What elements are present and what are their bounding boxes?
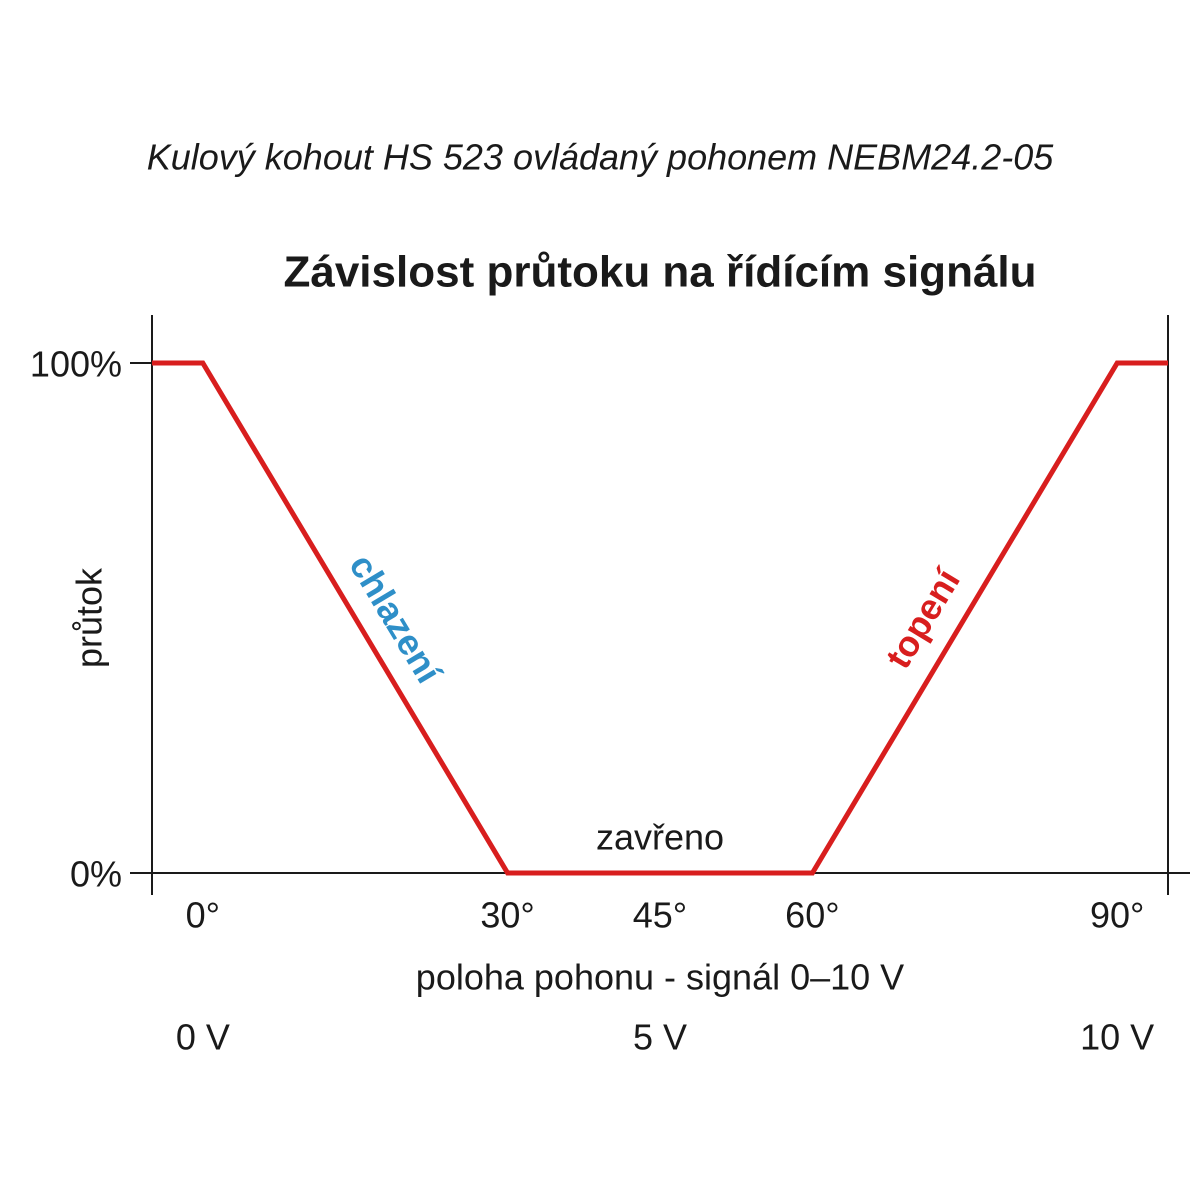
y-tick-label: 0%: [70, 854, 122, 895]
x-tick-label: 30°: [480, 895, 534, 936]
x-axis-label: poloha pohonu - signál 0–10 V: [416, 957, 904, 998]
x-tick-label: 60°: [785, 895, 839, 936]
annotation: zavřeno: [596, 817, 724, 858]
x2-tick-label: 10 V: [1080, 1017, 1154, 1058]
chart-title: Závislost průtoku na řídícím signálu: [283, 248, 1036, 297]
line-series: [152, 360, 1168, 876]
x-tick-label: 45°: [633, 895, 687, 936]
x-tick-label: 0°: [186, 895, 220, 936]
x-tick-label: 90°: [1090, 895, 1144, 936]
x2-tick-label: 5 V: [633, 1017, 687, 1058]
x2-tick-label: 0 V: [176, 1017, 230, 1058]
y-tick-label: 100%: [30, 344, 122, 385]
chart-subtitle: Kulový kohout HS 523 ovládaný pohonem NE…: [147, 137, 1055, 178]
y-axis-label: průtok: [69, 567, 110, 668]
